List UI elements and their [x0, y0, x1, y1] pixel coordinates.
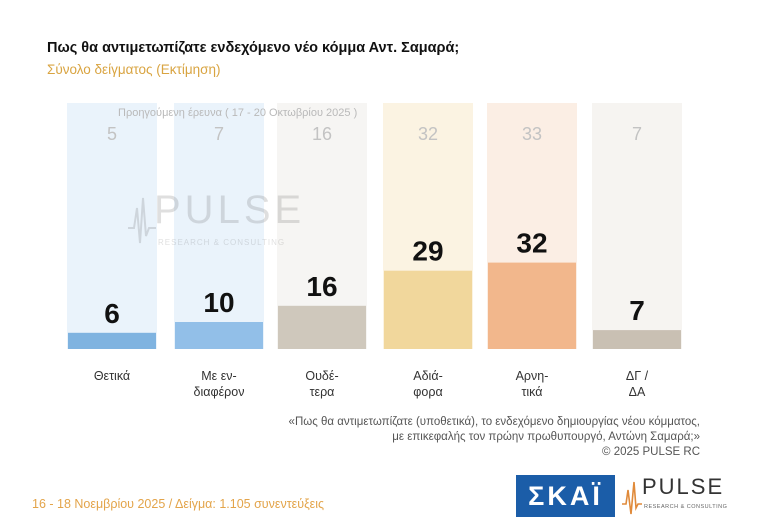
watermark-word: PULSE: [154, 188, 306, 232]
category-label: Αδιά-φορα: [413, 369, 442, 399]
category-label: Ουδέ-τερα: [305, 369, 338, 399]
category-label-line: Αδιά-: [413, 369, 442, 383]
pulse-logo-word: PULSE: [642, 474, 725, 499]
bar: [488, 262, 576, 349]
note-line-1: «Πως θα αντιμετωπίζατε (υποθετικά), το ε…: [288, 416, 700, 428]
bar-value-label: 16: [306, 271, 337, 302]
skai-logo: ΣΚΑΪ: [516, 475, 615, 517]
bar-value-label: 10: [203, 287, 234, 318]
previous-value-label: 16: [312, 124, 332, 144]
bar-value-label: 6: [104, 298, 120, 329]
survey-footer: 16 - 18 Νοεμβρίου 2025 / Δείγμα: 1.105 σ…: [32, 497, 325, 511]
previous-value-label: 33: [522, 124, 542, 144]
category-label-line: Με εν-: [201, 369, 236, 383]
bar-value-label: 7: [629, 295, 645, 326]
category-label-line: Ουδέ-: [305, 369, 338, 383]
category-label-line: Θετικά: [94, 369, 130, 383]
pulse-wave-icon: [622, 481, 642, 515]
pulse-logo: PULSE RESEARCH & CONSULTING: [622, 474, 734, 520]
note-copyright: © 2025 PULSE RC: [602, 446, 700, 458]
bar-value-label: 29: [412, 236, 443, 267]
previous-value-label: 5: [107, 124, 117, 144]
category-label: Θετικά: [94, 369, 130, 383]
bar: [593, 330, 681, 349]
watermark-sub: RESEARCH & CONSULTING: [158, 238, 286, 247]
previous-value-label: 7: [632, 124, 642, 144]
category-label-line: τερα: [310, 385, 335, 399]
category-label-line: Αρνη-: [516, 369, 549, 383]
pulse-watermark: PULSE RESEARCH & CONSULTING: [128, 188, 301, 258]
bar: [384, 270, 472, 349]
category-label-line: τικά: [521, 385, 542, 399]
category-label: ΔΓ / ΔΑ: [626, 369, 649, 399]
category-label: Με εν-διαφέρον: [194, 369, 245, 399]
chart-subtitle: Σύνολο δείγματος (Εκτίμηση): [47, 62, 221, 77]
previous-survey-label: Προηγούμενη έρευνα ( 17 - 20 Οκτωβρίου 2…: [118, 107, 358, 119]
column-background: [592, 103, 682, 349]
category-label-line: ΔΑ: [629, 385, 646, 399]
category-label-line: διαφέρον: [194, 385, 245, 399]
previous-value-label: 7: [214, 124, 224, 144]
question-note: «Πως θα αντιμετωπίζατε (υποθετικά), το ε…: [289, 415, 700, 460]
previous-value-label: 32: [418, 124, 438, 144]
bar-value-label: 32: [516, 228, 547, 259]
bar: [175, 322, 263, 349]
chart-title: Πως θα αντιμετωπίζατε ενδεχόμενο νέο κόμ…: [47, 40, 460, 56]
column-background: [67, 103, 157, 349]
category-label: Αρνη-τικά: [516, 369, 549, 399]
bar: [278, 305, 366, 349]
column-background: [174, 103, 264, 349]
bar: [68, 332, 156, 349]
note-line-2: με επικεφαλής τον πρώην πρωθυπουργό, Αντ…: [392, 431, 700, 443]
category-label-line: φορα: [413, 385, 442, 399]
pulse-logo-sub: RESEARCH & CONSULTING: [644, 504, 728, 510]
category-label-line: ΔΓ /: [626, 369, 649, 383]
